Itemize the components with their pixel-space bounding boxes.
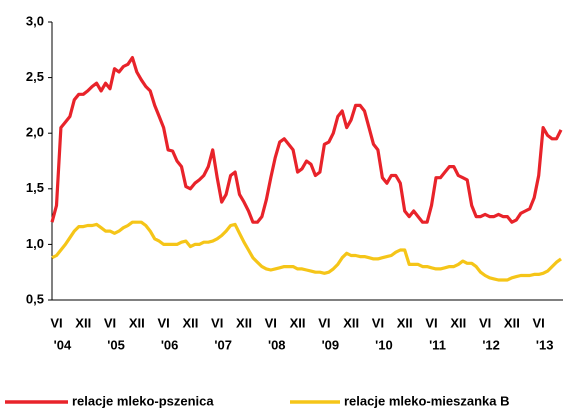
line-series <box>51 220 562 282</box>
x-tick-label: VI <box>318 315 330 330</box>
x-year-label: '05 <box>107 337 125 352</box>
x-tick-label: XII <box>182 315 198 330</box>
x-tick-label: VI <box>372 315 384 330</box>
x-tick-label: VI <box>265 315 277 330</box>
y-tick-label: 3,0 <box>26 13 44 28</box>
x-tick-label: VI <box>211 315 223 330</box>
x-tick-label: XII <box>129 315 145 330</box>
line-series <box>50 56 563 224</box>
x-tick-label: VI <box>157 315 169 330</box>
x-year-label: '07 <box>214 337 232 352</box>
legend-label: relacje mleko-pszenica <box>72 393 214 408</box>
x-year-label: '04 <box>54 337 72 352</box>
x-tick-label: VI <box>425 315 437 330</box>
x-tick-label: XII <box>290 315 306 330</box>
x-tick-label: XII <box>397 315 413 330</box>
y-tick-label: 0,5 <box>26 291 44 306</box>
y-tick-label: 1,0 <box>26 236 44 251</box>
x-year-label: '11 <box>429 337 446 352</box>
x-tick-label: VI <box>479 315 491 330</box>
x-tick-label: VI <box>50 315 62 330</box>
x-year-label: '08 <box>268 337 286 352</box>
x-tick-label: XII <box>75 315 91 330</box>
x-year-label: '09 <box>322 337 340 352</box>
x-tick-label: XII <box>236 315 252 330</box>
x-tick-label: VI <box>104 315 116 330</box>
x-tick-label: XII <box>343 315 359 330</box>
x-tick-label: XII <box>504 315 520 330</box>
x-year-label: '10 <box>375 337 393 352</box>
y-tick-label: 1,5 <box>26 180 44 195</box>
y-tick-label: 2,0 <box>26 125 44 140</box>
x-year-label: '13 <box>536 337 554 352</box>
x-tick-label: XII <box>450 315 466 330</box>
x-year-label: '06 <box>161 337 179 352</box>
x-tick-label: VI <box>533 315 545 330</box>
legend-label: relacje mleko-mieszanka B <box>344 393 509 408</box>
y-tick-label: 2,5 <box>26 69 44 84</box>
x-year-label: '12 <box>482 337 500 352</box>
